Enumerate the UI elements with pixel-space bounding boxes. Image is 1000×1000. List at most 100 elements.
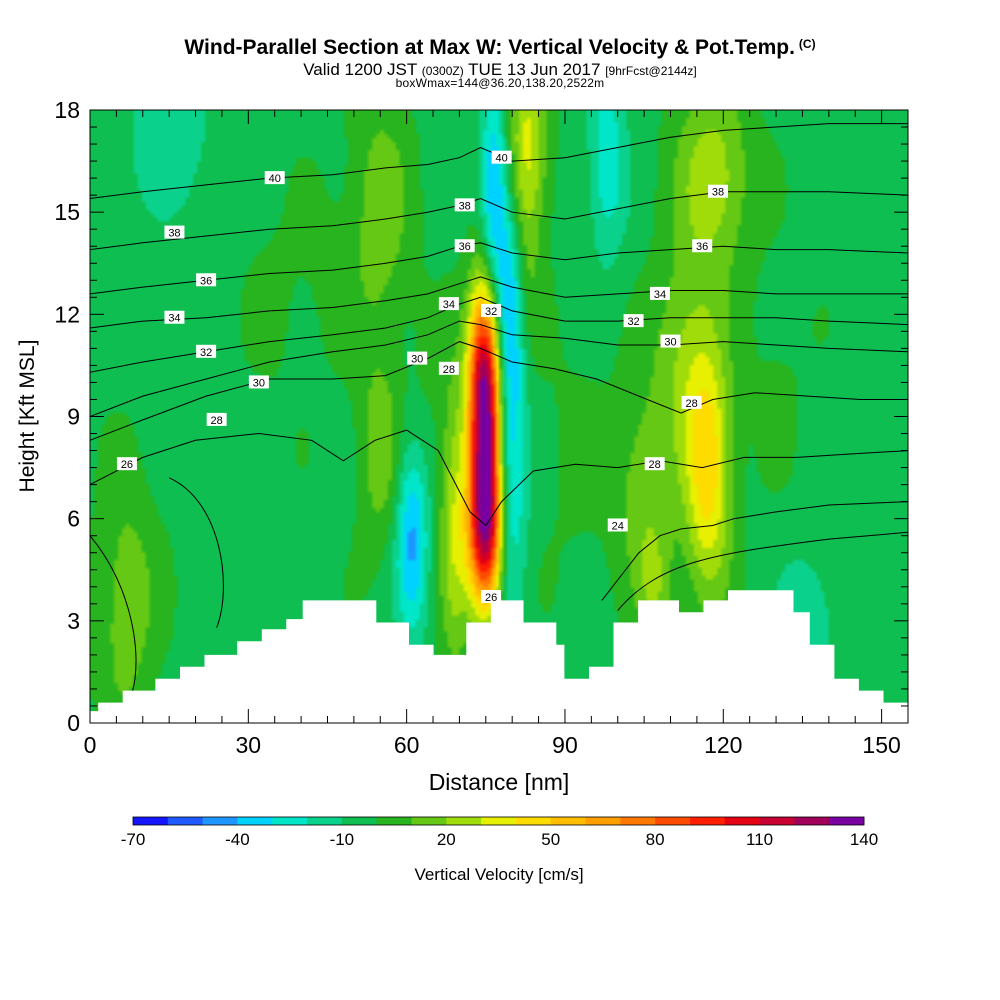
svg-text:30: 30: [664, 337, 676, 349]
colorbar-swatch: [133, 817, 169, 825]
svg-text:40: 40: [496, 153, 508, 165]
svg-text:36: 36: [696, 241, 708, 253]
y-axis-label: Height [Kft MSL]: [16, 340, 39, 493]
colorbar-swatch: [794, 817, 830, 825]
theta-label: 28: [206, 412, 227, 427]
svg-text:28: 28: [443, 364, 455, 376]
theta-contour-labels: 40 40 38 38 38 36 36 36 34 34 34 32 32 32 30 30 30 28 28 28…: [116, 150, 729, 604]
theta-label: 38: [708, 184, 729, 199]
colorbar-tick-label: -40: [225, 830, 250, 849]
valid-utc: (0300Z): [421, 64, 464, 78]
colorbar-label: Vertical Velocity [cm/s]: [414, 865, 583, 884]
colorbar-tick-label: -10: [330, 830, 355, 849]
colorbar-tick-label: 140: [850, 830, 878, 849]
theta-contour-lower: [168, 477, 224, 628]
colorbar-swatch: [724, 817, 760, 825]
theta-label: 28: [681, 395, 702, 410]
chart-title: Wind-Parallel Section at Max W: Vertical…: [0, 36, 1000, 60]
colorbar-swatch: [307, 817, 343, 825]
colorbar-swatch: [550, 817, 586, 825]
colorbar-tick-label: 20: [437, 830, 456, 849]
x-tick-label: 60: [394, 732, 420, 758]
chart-title-text: Wind-Parallel Section at Max W: Vertical…: [184, 36, 795, 59]
theta-contour-30: [90, 320, 908, 417]
svg-text:28: 28: [649, 459, 661, 471]
theta-contour-24: [601, 501, 908, 601]
colorbar-swatch: [689, 817, 726, 825]
colorbar-swatch: [167, 817, 204, 825]
colorbar-swatch: [237, 817, 273, 825]
theta-label: 26: [481, 589, 502, 604]
x-tick-label: 120: [704, 732, 742, 758]
theta-label: 40: [491, 150, 512, 165]
y-tick-label: 6: [67, 506, 80, 532]
svg-text:34: 34: [443, 299, 455, 311]
theta-label: 30: [248, 375, 269, 389]
theta-label: 38: [454, 198, 475, 212]
colorbar-swatch: [202, 817, 238, 825]
x-tick-label: 30: [236, 732, 262, 758]
colorbar-swatch: [272, 817, 308, 825]
svg-text:32: 32: [485, 306, 497, 318]
theta-label: 28: [438, 361, 459, 376]
x-tick-label: 0: [84, 732, 97, 758]
theta-contour-34: [90, 276, 908, 329]
theta-label: 32: [623, 314, 644, 328]
svg-text:24: 24: [612, 520, 624, 532]
theta-label: 30: [407, 351, 428, 366]
svg-text:30: 30: [253, 377, 265, 389]
theta-contours: [90, 123, 908, 693]
svg-text:28: 28: [686, 398, 698, 410]
colorbar-tick-label: 80: [646, 830, 665, 849]
theta-label: 34: [164, 310, 185, 325]
colorbar: -70 -40 -10 20 50 80 110 140: [121, 816, 878, 849]
y-tick-label: 18: [54, 97, 80, 123]
x-axis-label: Distance [nm]: [429, 769, 570, 795]
colorbar-swatch: [411, 817, 447, 825]
svg-text:38: 38: [712, 187, 724, 199]
y-tick-label: 12: [54, 301, 80, 327]
colorbar-tick-label: 50: [541, 830, 560, 849]
colorbar-swatch: [515, 817, 552, 825]
colorbar-tick-label: 110: [746, 830, 773, 849]
svg-text:40: 40: [269, 173, 281, 185]
svg-text:38: 38: [168, 228, 180, 240]
svg-text:30: 30: [411, 354, 423, 366]
forecast-info: [9hrFcst@2144z]: [605, 64, 697, 78]
theta-contour-40: [90, 123, 908, 199]
theta-contour-lower: [90, 535, 137, 693]
svg-text:26: 26: [121, 459, 133, 471]
box-info: boxWmax=144@36.20,138.20,2522m: [395, 76, 605, 90]
svg-text:38: 38: [459, 200, 471, 212]
valid-date: TUE 13 Jun 2017: [468, 60, 601, 79]
theta-label: 36: [454, 239, 475, 253]
theta-label: 24: [607, 518, 628, 532]
svg-text:26: 26: [485, 592, 497, 604]
svg-text:34: 34: [654, 289, 666, 301]
x-axis: 0 30 60 90 120 150: [84, 110, 901, 758]
y-tick-label: 3: [67, 608, 80, 634]
theta-label: 36: [692, 239, 713, 253]
theta-contour-26: [90, 429, 908, 527]
theta-contour-32: [90, 296, 908, 373]
colorbar-swatch: [446, 817, 482, 825]
valid-prefix: Valid 1200 JST: [303, 60, 417, 79]
colorbar-swatch: [481, 817, 517, 825]
y-tick-label: 15: [54, 199, 80, 225]
x-tick-label: 150: [862, 732, 900, 758]
colorbar-swatch: [759, 817, 795, 825]
svg-text:32: 32: [627, 316, 639, 328]
theta-contour-28: [90, 341, 908, 441]
theta-label: 34: [649, 286, 670, 301]
colorbar-swatch: [655, 817, 691, 825]
svg-text:28: 28: [211, 415, 223, 427]
chart-subtitle: Valid 1200 JST (0300Z) TUE 13 Jun 2017 […: [0, 60, 1000, 80]
svg-text:36: 36: [459, 241, 471, 253]
y-tick-label: 9: [67, 404, 80, 430]
colorbar-swatch: [585, 817, 621, 825]
terrain-mask: [90, 590, 908, 723]
colorbar-swatch: [829, 817, 865, 825]
colorbar-tick-label: -70: [121, 830, 146, 849]
